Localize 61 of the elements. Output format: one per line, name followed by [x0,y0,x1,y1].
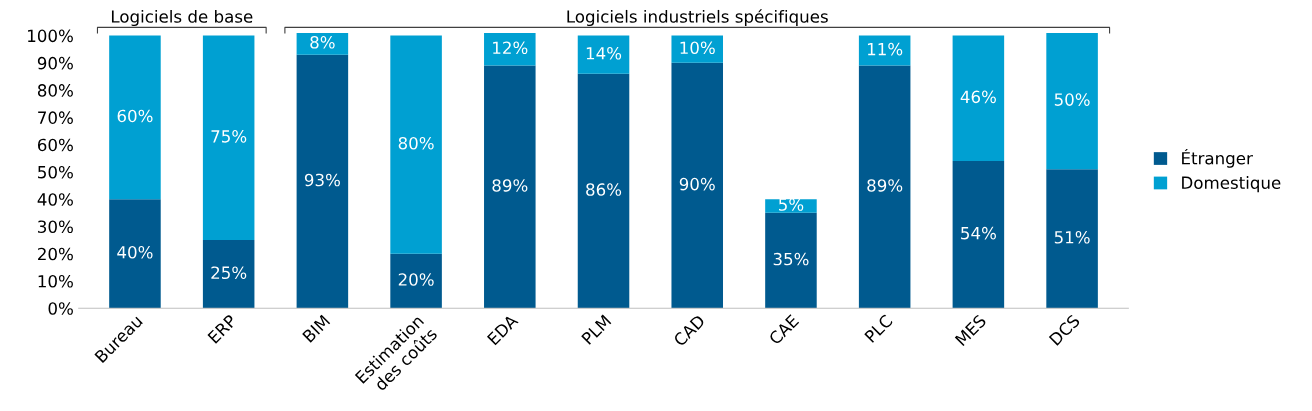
data-label: 46% [960,90,996,104]
y-tick-label: 50% [38,165,73,179]
data-label: 89% [492,179,528,192]
data-label: 20% [398,273,434,286]
y-tick-label: 80% [37,84,73,97]
bar [202,240,255,309]
bar [296,32,349,55]
data-label: 89% [867,179,903,192]
bar [671,62,724,309]
bar [952,35,1005,162]
x-tick-label: EDA [486,313,519,346]
bar [577,73,630,309]
bar [671,35,724,63]
bar [765,199,817,213]
bar [484,32,536,66]
legend-label: Domestique [1182,176,1281,193]
bar [1046,32,1098,170]
y-tick-label: 70% [38,111,73,124]
data-label: 93% [304,173,340,187]
y-tick-label: 10% [38,274,73,288]
data-label: 10% [680,41,715,55]
y-tick-label: 90% [37,56,73,70]
x-tick-label: BIM [302,314,331,343]
data-label: 54% [961,226,996,240]
data-label: 90% [679,177,715,191]
bar [1046,169,1098,309]
bar [390,35,442,254]
text: Logiciels de base [111,9,253,27]
bar [577,35,630,74]
data-label: 40% [117,245,153,259]
bar [202,35,255,241]
y-tick-label: 30% [38,220,73,234]
y-tick-label: 60% [37,138,73,152]
data-label: 8% [310,36,335,49]
data-label: 60% [117,109,153,123]
data-label: 25% [211,266,247,280]
data-label: 35% [773,252,809,266]
data-label: 80% [398,136,434,150]
bar [109,199,161,309]
x-tick-label: PLC [864,313,894,343]
bar [765,212,817,309]
y-tick-label: 100% [28,29,73,43]
bar [952,161,1005,309]
bar [296,54,349,309]
data-label: 14% [586,46,622,60]
data-label: 11% [867,42,903,56]
y-tick-label: 40% [37,193,73,206]
bar [858,35,911,66]
data-label: 51% [1054,230,1090,244]
y-tick-label: 0% [48,302,73,315]
data-label: 86% [586,183,622,196]
data-label: 50% [1054,93,1090,106]
data-label: 12% [493,41,528,55]
bar [109,35,161,200]
data-label: 75% [211,130,247,143]
legend-label: Étranger [1182,148,1253,168]
bar [390,253,442,309]
y-tick-label: 20% [38,247,73,261]
bar [858,65,911,309]
bar [484,65,536,309]
text: Logiciels industriels spécifiques [567,9,828,27]
